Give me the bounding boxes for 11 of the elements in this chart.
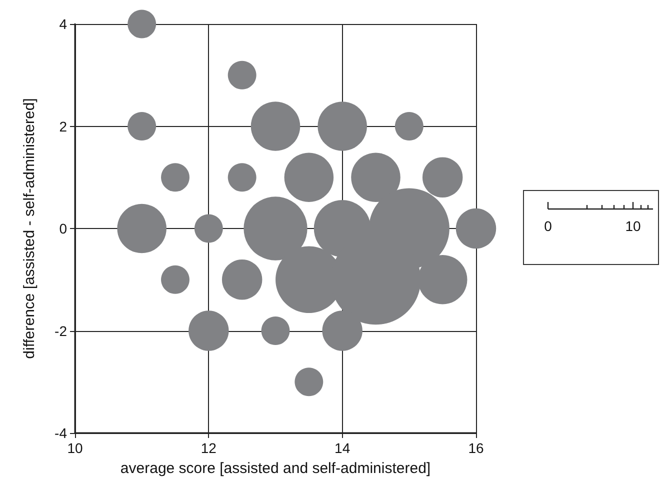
y-tick-label: 4 — [59, 16, 68, 32]
y-tick-label: 2 — [59, 118, 68, 134]
x-tick-label: 10 — [67, 440, 83, 456]
x-axis-title: average score [assisted and self-administered] — [120, 460, 431, 477]
x-tick-label: 12 — [200, 440, 217, 456]
y-axis-title: difference [assisted - self-administered] — [21, 98, 38, 359]
x-tick-label: 14 — [334, 440, 350, 456]
y-tick-label: 0 — [59, 220, 68, 236]
y-tick-label: -4 — [54, 425, 68, 441]
y-tick-label: -2 — [54, 322, 68, 339]
x-tick-label: 16 — [468, 440, 484, 456]
